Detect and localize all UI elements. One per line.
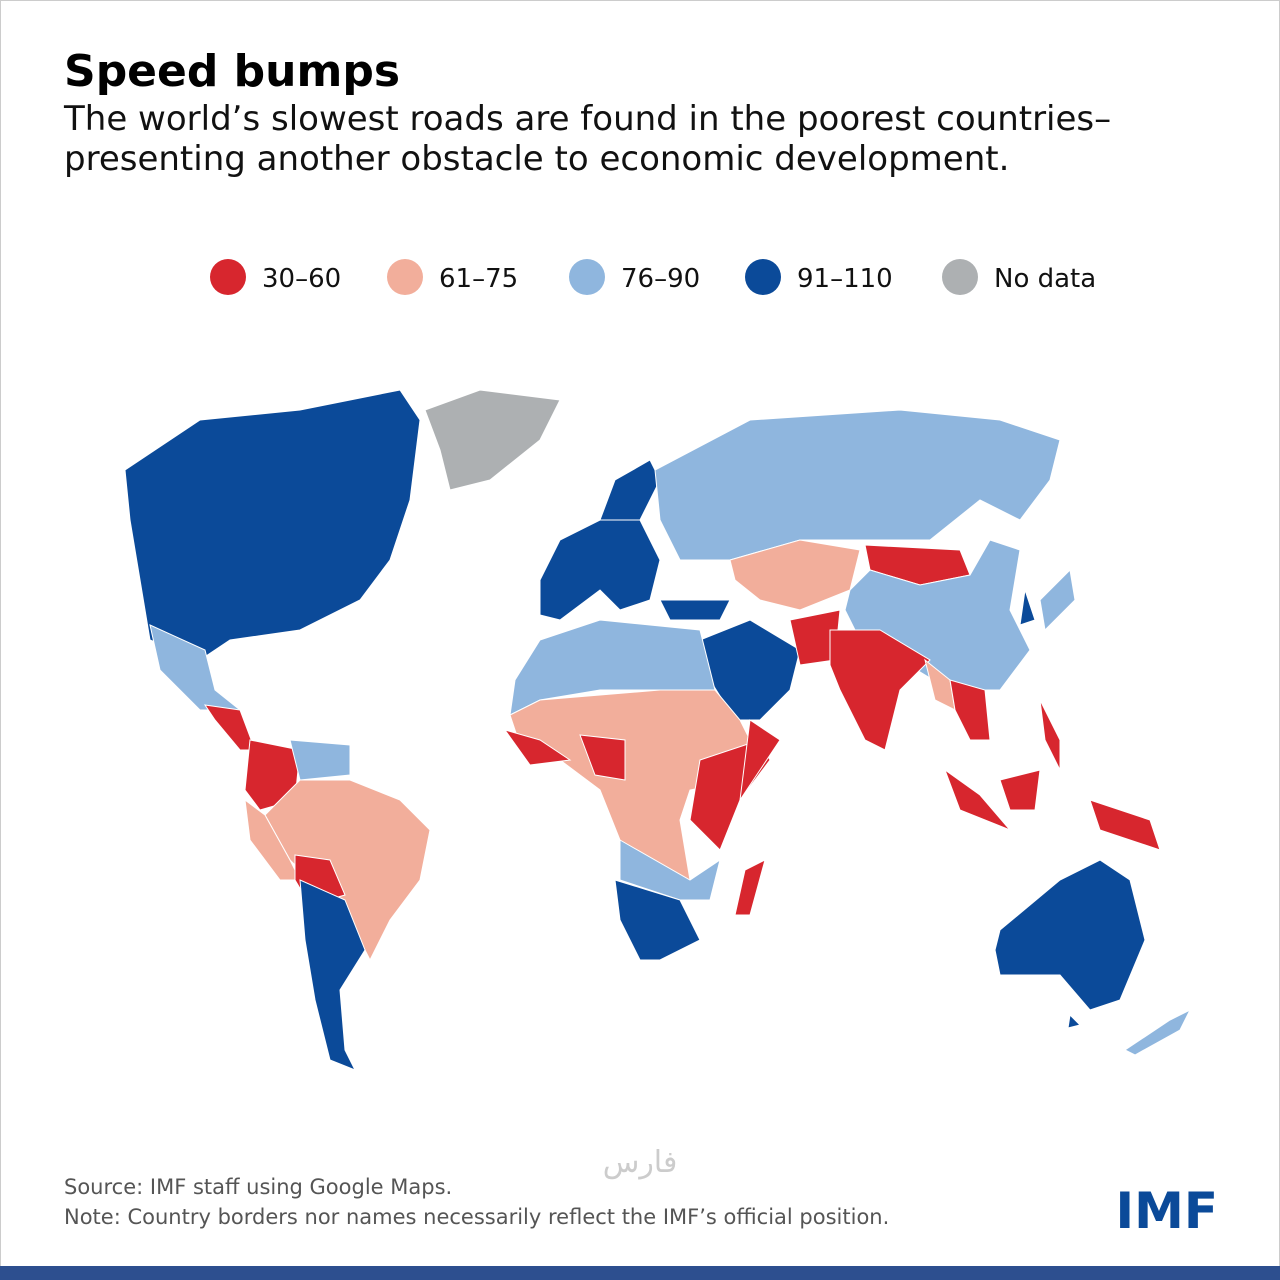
philippines [1039, 699, 1061, 771]
sumatra-java [943, 768, 1011, 831]
borneo [999, 769, 1041, 811]
turkey [659, 599, 731, 621]
europe [539, 519, 661, 621]
south-africa [614, 879, 701, 961]
subtitle-line: presenting another obstacle to economic … [64, 139, 1009, 179]
southern-cone [299, 879, 366, 1071]
venezuela [289, 739, 351, 781]
north-america [124, 389, 421, 661]
note: Note: Country borders nor names necessar… [64, 1205, 889, 1229]
bottom-bar [0, 1266, 1280, 1280]
india [829, 629, 931, 751]
australia [994, 859, 1146, 1011]
watermark: فارس [603, 1145, 678, 1180]
papua [1089, 799, 1161, 851]
sahel-central-africa [509, 689, 761, 881]
legend-marker [387, 259, 423, 295]
west-africa [503, 729, 572, 766]
legend-marker [210, 259, 246, 295]
central-america [203, 704, 256, 751]
legend-marker [569, 259, 605, 295]
legend-marker [942, 259, 978, 295]
legend-label: No data [994, 264, 1096, 294]
new-zealand [1124, 1008, 1192, 1056]
subtitle-line: The world’s slowest roads are found in t… [63, 99, 1111, 139]
madagascar [734, 859, 766, 916]
legend-label: 30–60 [262, 264, 341, 294]
legend-label: 61–75 [439, 264, 518, 294]
tasmania [1067, 1013, 1081, 1029]
legend-label: 76–90 [621, 264, 700, 294]
indochina [949, 679, 991, 741]
legend: 30–60 61–75 76–90 91–110 No data [210, 259, 1096, 295]
source: Source: IMF staff using Google Maps. [64, 1175, 452, 1199]
horn-of-africa [739, 719, 781, 801]
southern-africa [619, 839, 721, 901]
central-asia [729, 539, 861, 611]
world-map [124, 389, 1192, 1071]
greenland [424, 389, 561, 491]
russia [654, 409, 1061, 561]
legend-label: 91–110 [797, 264, 893, 294]
japan [1039, 568, 1076, 632]
korea [1019, 589, 1036, 626]
logo: IMF [1115, 1182, 1218, 1240]
legend-marker [745, 259, 781, 295]
title: Speed bumps [64, 46, 400, 97]
nigeria [579, 734, 626, 781]
